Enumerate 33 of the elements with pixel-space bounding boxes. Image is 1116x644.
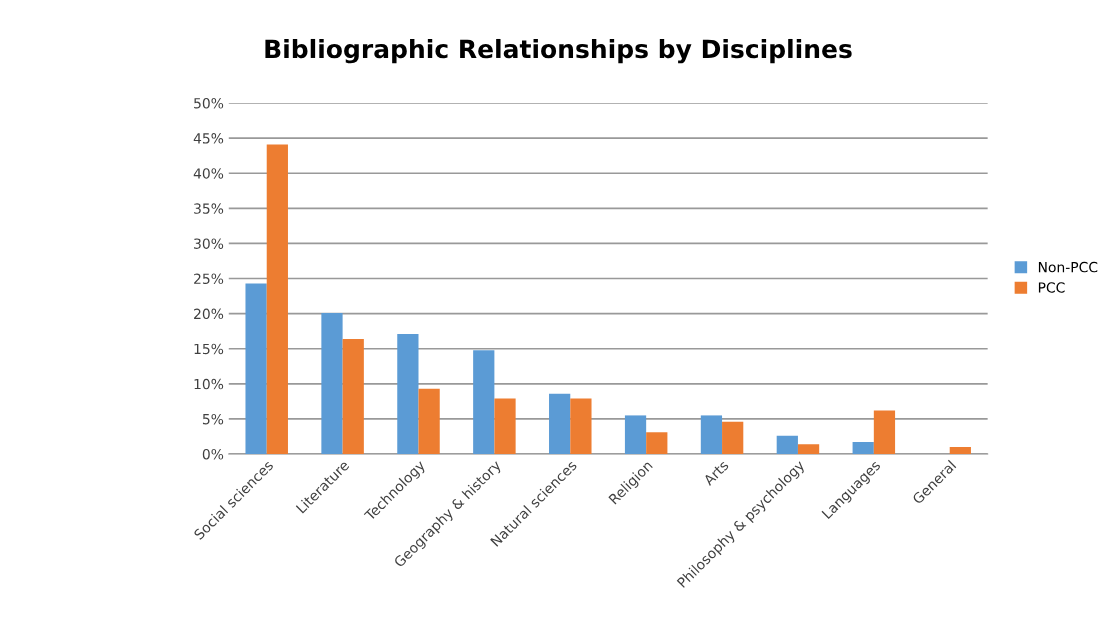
bar [342,338,364,455]
bar [494,398,516,455]
bar [570,398,592,455]
y-tick-label: 45% [193,133,224,144]
y-tick-label: 10% [194,378,224,390]
y-tick-label: 25% [194,273,224,284]
bar [873,410,896,455]
y-tick-label: 30% [194,238,224,249]
bar [549,393,571,455]
bar [321,312,343,455]
legend-label: PCC [1038,282,1065,293]
y-tick-label: 0% [202,448,224,460]
bar [245,283,267,455]
legend-label: Non-PCC [1038,261,1098,273]
bar [852,442,874,455]
bar [776,435,798,455]
bar [266,144,288,455]
bar [722,421,744,455]
bar [797,444,820,455]
y-tick-label: 35% [194,203,224,214]
y-tick-label: 5% [202,413,224,425]
y-tick-label: 50% [194,98,224,109]
bar [418,388,440,455]
y-tick-label: 20% [194,308,224,320]
bar [700,415,723,455]
bar [473,350,495,455]
y-tick-label: 40% [193,168,224,179]
bar [949,447,971,455]
bar [646,432,668,455]
chart-title: Bibliographic Relationships by Disciplines [265,38,852,64]
bar [624,415,647,455]
bar [397,333,419,455]
y-tick-label: 15% [194,343,224,355]
